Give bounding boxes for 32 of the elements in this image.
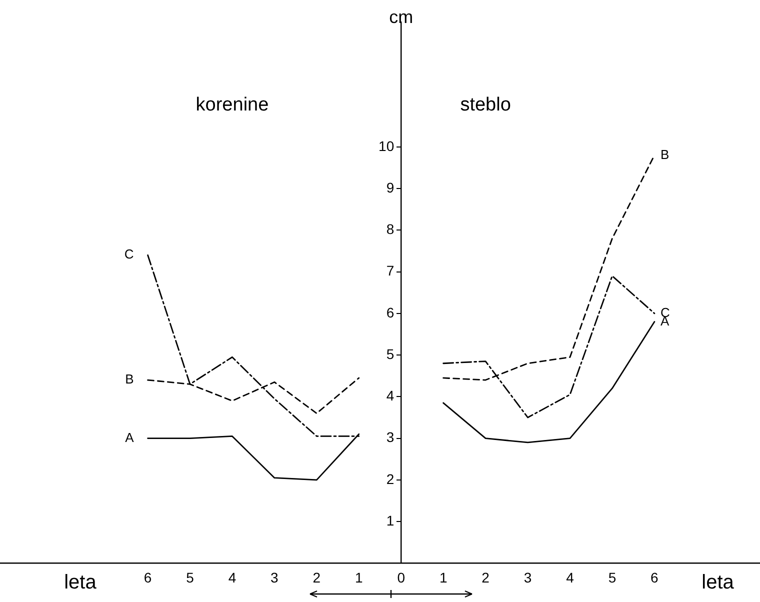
x-axis-title: leta <box>64 572 98 594</box>
x-tick-label: 2 <box>312 569 321 586</box>
series-label: B <box>660 146 670 162</box>
series-label: A <box>125 430 134 445</box>
x-tick-label: 5 <box>608 569 616 586</box>
x-tick-label: 4 <box>228 569 236 586</box>
x-tick-label: 1 <box>439 569 448 586</box>
y-tick-label: 8 <box>386 221 394 238</box>
x-tick-label: 0 <box>397 569 406 586</box>
x-tick-label: 3 <box>524 569 532 586</box>
y-tick-label: 5 <box>386 346 394 362</box>
y-axis-title: cm <box>389 6 414 27</box>
x-tick-label: 1 <box>354 569 363 586</box>
y-tick-label: 3 <box>386 429 394 446</box>
y-tick-label: 1 <box>386 512 394 528</box>
x-tick-label: 2 <box>482 569 490 586</box>
x-tick-label: 6 <box>144 569 152 586</box>
series-label: C <box>124 246 134 262</box>
y-tick-label: 10 <box>378 138 394 154</box>
y-tick-label: 7 <box>386 262 394 279</box>
x-tick-label: 5 <box>186 569 194 586</box>
y-tick-label: 2 <box>386 470 394 487</box>
x-tick-label: 4 <box>566 569 574 586</box>
x-tick-label: 3 <box>270 569 279 586</box>
y-tick-label: 6 <box>386 304 394 320</box>
annotation: steblo <box>460 94 511 116</box>
x-tick-label: 6 <box>650 569 659 586</box>
series-label: B <box>125 372 134 387</box>
text: leta <box>702 572 734 594</box>
y-tick-label: 9 <box>386 179 394 196</box>
y-tick-label: 4 <box>386 388 394 404</box>
annotation: korenine <box>196 94 269 116</box>
